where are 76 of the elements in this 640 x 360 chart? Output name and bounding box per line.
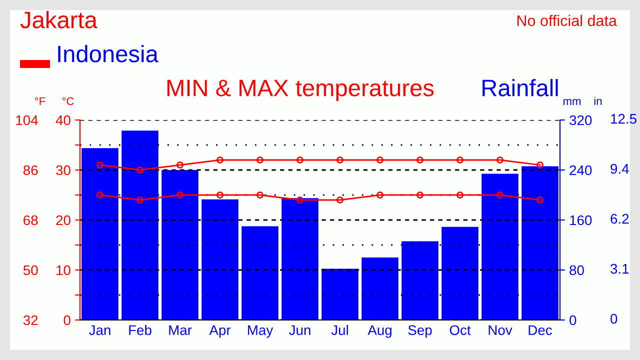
point xyxy=(296,196,304,204)
point xyxy=(376,156,384,164)
point xyxy=(536,196,544,204)
text: No official data xyxy=(517,14,618,26)
point xyxy=(296,156,304,164)
x-tick-label: Feb xyxy=(129,324,152,336)
point xyxy=(336,196,344,204)
point xyxy=(456,192,464,198)
point xyxy=(176,192,184,198)
bar xyxy=(362,258,398,320)
y-tick-label: 40 xyxy=(56,115,70,126)
point xyxy=(256,192,264,198)
point xyxy=(216,156,224,164)
y3-tick-label: 104 xyxy=(16,115,38,126)
y3-tick-label: 68 xyxy=(24,215,38,226)
x-tick-label: Jan xyxy=(89,325,110,336)
y2-axis-title: mm xyxy=(563,99,581,105)
bar xyxy=(442,226,478,320)
x-tick-label: Aug xyxy=(368,325,392,338)
point xyxy=(136,196,144,204)
point xyxy=(96,162,104,168)
point xyxy=(256,156,264,164)
x-tick-label: Oct xyxy=(450,325,471,336)
text: Rainfall xyxy=(482,78,558,96)
text: 12.5 xyxy=(611,114,636,124)
point xyxy=(416,156,424,164)
bar xyxy=(282,198,318,320)
y2-tick-label: 80 xyxy=(570,265,584,276)
point xyxy=(216,192,224,198)
bar xyxy=(242,226,278,320)
y3-axis-title: °F xyxy=(35,97,46,105)
x-tick-label: Nov xyxy=(488,325,512,336)
point xyxy=(496,192,504,198)
point xyxy=(536,162,544,168)
y-tick-label: 0 xyxy=(64,315,70,326)
x-tick-label: Apr xyxy=(209,325,231,338)
x-tick-label: Jul xyxy=(331,324,348,336)
point xyxy=(456,156,464,164)
text: 9.4 xyxy=(610,164,629,174)
x-tick-label: May xyxy=(248,325,274,338)
bar xyxy=(482,174,518,320)
point xyxy=(416,192,424,198)
y2-tick-label: 160 xyxy=(570,215,592,226)
point xyxy=(136,166,144,174)
text: 0 xyxy=(610,314,618,324)
bar xyxy=(162,170,198,320)
point xyxy=(496,156,504,164)
x-tick-label: Dec xyxy=(528,325,552,336)
y-tick-label: 30 xyxy=(56,165,70,176)
bar xyxy=(402,241,438,320)
y-tick-label: 20 xyxy=(56,215,70,226)
bar xyxy=(322,268,358,320)
text: in xyxy=(594,96,602,105)
y-axis-title: °C xyxy=(62,97,74,106)
chart-subtitle: Indonesia xyxy=(58,44,158,62)
chart-title: Jakarta xyxy=(20,10,98,28)
point xyxy=(336,156,344,164)
y3-tick-label: 50 xyxy=(23,265,38,276)
y3-tick-label: 86 xyxy=(23,165,38,176)
bar xyxy=(82,148,118,320)
bar xyxy=(202,199,238,320)
y2-tick-label: 240 xyxy=(570,165,592,176)
y2-tick-label: 320 xyxy=(570,115,592,126)
bar xyxy=(122,130,158,320)
text: 6.2 xyxy=(610,214,629,224)
y3-tick-label: 32 xyxy=(23,315,38,326)
point xyxy=(376,192,384,198)
point xyxy=(176,162,184,168)
text: 3.1 xyxy=(610,264,629,274)
y2-tick-label: 0 xyxy=(570,315,576,326)
point xyxy=(96,192,104,198)
x-tick-label: Jun xyxy=(289,325,310,336)
y-tick-label: 10 xyxy=(56,265,70,276)
text: MIN & MAX temperatures xyxy=(167,80,434,102)
x-tick-label: Mar xyxy=(169,325,192,336)
x-tick-label: Sep xyxy=(408,325,432,338)
